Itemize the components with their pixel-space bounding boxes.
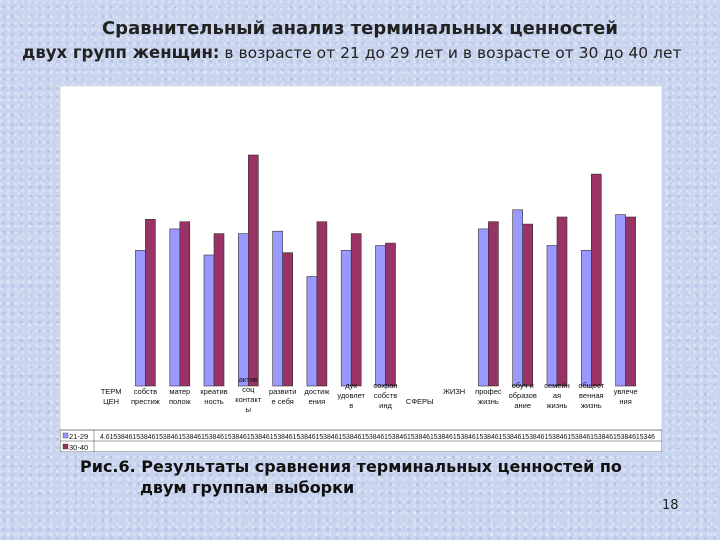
data-table: ТЕРМЦЕНсобствпрестижматерположкреативнос… (60, 375, 662, 452)
bar-30-40-15 (625, 216, 636, 387)
category-label: жизнь (547, 401, 568, 410)
category-label: обуч и (512, 381, 534, 390)
bar-30-40-4 (248, 154, 259, 387)
series-name: 21-29 (69, 432, 88, 441)
category-label: ЖИЗН (443, 387, 465, 396)
bar-21-29-2 (169, 228, 181, 387)
category-label: СФЕРЫ (406, 397, 434, 406)
category-label: ния (619, 397, 631, 406)
bar-30-40-1 (145, 219, 156, 387)
category-label: венная (579, 391, 604, 400)
category-label: профес (475, 387, 502, 396)
caption-line-2: двум группам выборки (140, 478, 355, 497)
bar-30-40-7 (350, 233, 362, 387)
legend-key-30-40 (62, 443, 69, 450)
category-label: собств (134, 387, 157, 396)
bar-30-40-3 (213, 233, 225, 387)
category-label: в (349, 401, 353, 410)
bar-30-40-12 (522, 223, 534, 387)
category-label: жизнь (478, 397, 499, 406)
subtitle-bold: двух групп женщин: (22, 43, 220, 62)
category-label: дух (345, 381, 357, 390)
category-label: удовлет (337, 391, 365, 400)
figure-caption: Рис.6. Результаты сравнения терминальных… (80, 456, 640, 498)
bar-21-29-3 (203, 254, 215, 387)
category-label: развити (269, 387, 297, 396)
table-frame (60, 429, 662, 452)
bar-30-40-8 (385, 242, 396, 387)
bar-21-29-12 (512, 209, 524, 387)
category-label: ы (246, 405, 251, 414)
category-label: ание (514, 401, 531, 410)
legend-key-21-29 (62, 432, 69, 439)
category-label: ность (204, 397, 223, 406)
category-label: актив (239, 375, 258, 384)
bar-30-40-5 (282, 252, 293, 387)
bar-21-29-11 (478, 228, 489, 387)
category-label: ТЕРМ (101, 387, 122, 396)
category-label: полож (169, 397, 191, 406)
category-label: контакт (235, 395, 262, 404)
bar-group (135, 154, 636, 387)
slide-subtitle: двух групп женщин: в возрасте от 21 до 2… (22, 43, 720, 62)
bar-21-29-6 (306, 276, 318, 387)
bar-21-29-5 (272, 230, 283, 387)
category-label: креатив (200, 387, 227, 396)
category-label: собств (374, 391, 397, 400)
category-label: престиж (131, 397, 160, 406)
bar-30-40-14 (590, 173, 602, 387)
slide-title: Сравнительный анализ терминальных ценнос… (101, 18, 619, 39)
category-label: достиж (304, 387, 329, 396)
bar-chart: ТЕРМЦЕНсобствпрестижматерположкреативнос… (60, 86, 662, 452)
bar-21-29-15 (615, 214, 626, 387)
bar-30-40-6 (316, 221, 328, 387)
bar-21-29-1 (135, 250, 146, 387)
category-label: инд (379, 401, 392, 410)
category-label: жизнь (581, 401, 602, 410)
page-number: 18 (662, 498, 679, 513)
caption-line-1: Рис.6. Результаты сравнения терминальных… (80, 457, 622, 476)
category-label: общест (578, 381, 604, 390)
category-label: е себя (272, 397, 294, 406)
category-label: ения (309, 397, 326, 406)
bar-30-40-2 (179, 221, 191, 387)
category-label: соц (242, 385, 255, 394)
subtitle-rest: в возрасте от 21 до 29 лет и в возрасте … (219, 44, 682, 62)
category-label: ЦЕН (103, 397, 119, 406)
bar-30-40-13 (556, 216, 568, 387)
category-label: образов (509, 391, 537, 400)
bar-21-29-8 (375, 245, 386, 387)
series-name: 30-40 (69, 443, 88, 452)
category-label: семейн (544, 381, 570, 390)
category-label: увлече (614, 387, 638, 396)
bar-21-29-7 (340, 250, 352, 387)
bar-30-40-11 (488, 221, 499, 387)
series-row-values: 4.61538461538461538461538461538461538461… (100, 432, 655, 441)
bar-21-29-13 (546, 245, 558, 387)
category-label: матер (169, 387, 190, 396)
bar-21-29-14 (580, 250, 592, 387)
bar-21-29-4 (238, 233, 249, 387)
category-label: сохран (373, 381, 397, 390)
category-label: ая (553, 391, 561, 400)
